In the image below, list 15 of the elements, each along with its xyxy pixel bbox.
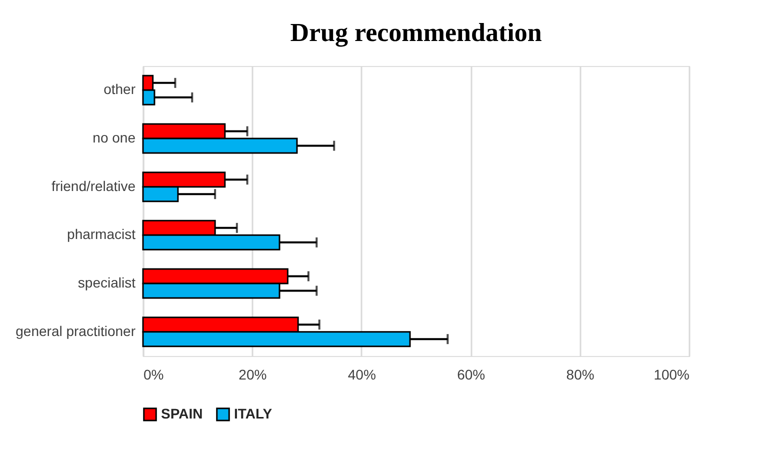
legend-label: SPAIN [161,405,203,422]
y-tick-label: friend/relative [51,178,136,194]
x-tick-label: 100% [654,366,690,382]
y-tick-label: pharmacist [67,226,136,242]
x-tick-label: 80% [566,366,594,382]
chart-title: Drug recommendation [290,18,542,47]
x-tick-label: 20% [238,366,267,382]
x-tick-label: 0% [144,366,164,382]
y-tick-label: specialist [78,274,136,290]
x-tick-label: 60% [457,366,486,382]
y-tick-label: other [104,81,136,98]
x-tick-label: 40% [348,366,376,382]
y-tick-label: no one [92,130,136,146]
legend-label: ITALY [234,405,273,422]
y-tick-label: general practitioner [16,322,136,339]
